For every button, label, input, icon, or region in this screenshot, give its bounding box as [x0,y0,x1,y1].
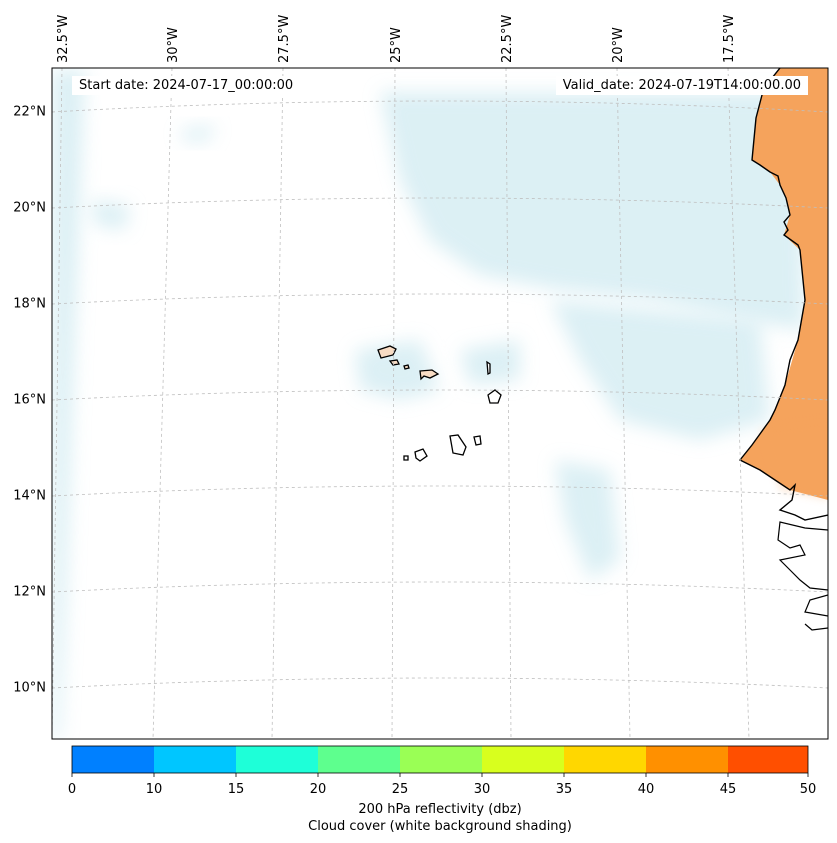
colorbar-tick-label: 25 [392,782,409,797]
graticule [52,68,828,739]
colorbar-tick-label: 15 [228,782,245,797]
latitude-labels: 22°N 20°N 18°N 16°N 14°N 12°N 10°N [13,105,46,696]
lat-label: 10°N [13,681,46,696]
colorbar-tick-label: 30 [474,782,491,797]
map-frame [51,67,829,740]
coastline-guinea-bissau [777,521,828,631]
lon-label: 20°W [611,27,626,63]
colorbar-swatch [236,746,318,773]
cape-verde-islands [377,345,502,462]
cloud-cover-shading [52,70,805,739]
longitude-labels: 32.5°W 30°W 27.5°W 25°W 22.5°W 20°W 17.5… [56,15,737,63]
colorbar-swatch [72,746,154,773]
colorbar-swatch [318,746,400,773]
colorbar-tick-marks [71,773,809,777]
land-gradient-north [760,420,828,500]
colorbar-tick-label: 45 [720,782,737,797]
lat-label: 20°N [13,201,46,216]
lon-label: 22.5°W [500,15,515,63]
colorbar-tick-label: 20 [310,782,327,797]
colorbar-swatch [154,746,236,773]
africa-landmass [740,68,828,500]
colorbar-tick-label: 40 [638,782,655,797]
colorbar: 0 10 15 20 25 30 35 40 45 50 [68,745,817,797]
colorbar-tick-label: 50 [800,782,817,797]
lon-label: 30°W [166,27,181,63]
colorbar-swatch [400,746,482,773]
colorbar-swatch [728,746,808,773]
colorbar-subtitle: Cloud cover (white background shading) [308,819,572,834]
colorbar-swatch [564,746,646,773]
lat-label: 12°N [13,585,46,600]
colorbar-tick-label: 0 [68,782,76,797]
colorbar-tick-label: 35 [556,782,573,797]
lon-label: 17.5°W [722,15,737,63]
lon-label: 32.5°W [56,15,71,63]
lon-label: 27.5°W [277,15,292,63]
lon-label: 25°W [389,27,404,63]
colorbar-tick-label: 10 [146,782,163,797]
colorbar-swatch [482,746,564,773]
start-date-label: Start date: 2024-07-17_00:00:00 [72,76,301,95]
coastline-africa [738,68,828,521]
colorbar-title: 200 hPa reflectivity (dbz) [358,802,522,817]
lat-label: 14°N [13,489,46,504]
map-plot-area [52,68,828,739]
lat-label: 22°N [13,105,46,120]
valid-date-label: Valid_date: 2024-07-19T14:00:00.00 [555,76,808,95]
lat-label: 18°N [13,297,46,312]
lat-label: 16°N [13,393,46,408]
colorbar-swatch [646,746,728,773]
